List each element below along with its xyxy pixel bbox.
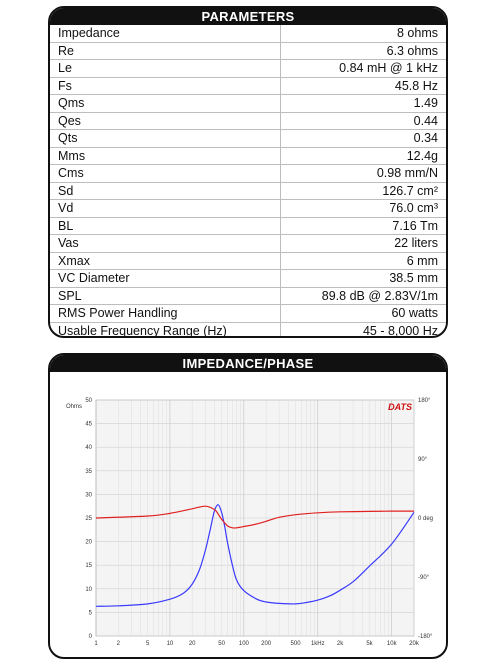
y-tick-label-left: 20 — [85, 540, 92, 546]
impedance-curve — [95, 504, 415, 607]
x-tick-label: 10 — [167, 641, 174, 647]
parameter-value: 0.34 — [280, 129, 446, 148]
parameter-row: Mms 12.4g — [50, 147, 446, 165]
parameter-name: Cms — [50, 164, 282, 183]
parameter-value: 7.16 Tm — [280, 217, 446, 235]
ohms-unit-label: Ohms — [66, 404, 82, 410]
x-tick-label: 2k — [337, 641, 344, 647]
x-tick-label: 20k — [409, 641, 420, 647]
parameter-value: 60 watts — [280, 304, 446, 323]
parameter-row: Vas 22 liters — [50, 234, 446, 253]
parameter-row: VC Diameter 38.5 mm — [50, 269, 446, 288]
x-tick-label: 200 — [261, 641, 272, 647]
parameter-row: Le 0.84 mH @ 1 kHz — [50, 59, 446, 78]
dats-brand-logo: DATS — [388, 402, 412, 412]
parameter-name: Qes — [50, 112, 282, 130]
parameter-name: VC Diameter — [50, 269, 282, 288]
x-tick-label: 100 — [239, 641, 250, 647]
parameter-name: RMS Power Handling — [50, 304, 282, 323]
parameter-row: Usable Frequency Range (Hz) 45 - 8,000 Hz — [50, 322, 446, 338]
parameter-value: 89.8 dB @ 2.83V/1m — [280, 287, 446, 305]
parameter-value: 1.49 — [280, 94, 446, 113]
parameter-name: BL — [50, 217, 282, 235]
parameter-row: Cms 0.98 mm/N — [50, 164, 446, 183]
parameter-name: Qms — [50, 94, 282, 113]
parameter-row: Qms 1.49 — [50, 94, 446, 113]
x-tick-label: 50 — [218, 641, 225, 647]
parameter-row: Re 6.3 ohms — [50, 42, 446, 60]
parameter-value: 45 - 8,000 Hz — [362, 323, 438, 338]
parameter-row: Xmax 6 mm — [50, 252, 446, 270]
x-tick-label: 20 — [189, 641, 196, 647]
parameter-row: BL 7.16 Tm — [50, 217, 446, 235]
parameter-row: Qes 0.44 — [50, 112, 446, 130]
parameter-name: Vd — [50, 199, 282, 218]
y-tick-label-left: 40 — [85, 445, 92, 451]
parameters-title: PARAMETERS — [50, 8, 446, 25]
parameter-name: Vas — [50, 234, 282, 253]
impedance-panel: IMPEDANCE/PHASE 0 5 10 15 20 25 30 35 40 45 50 1 2 5 1… — [48, 353, 448, 659]
parameter-row: Fs 45.8 Hz — [50, 77, 446, 95]
parameter-value: 6 mm — [280, 252, 446, 270]
x-tick-label: 1 — [94, 641, 98, 647]
x-tick-label: 1kHz — [311, 641, 325, 647]
parameter-value: 0.84 mH @ 1 kHz — [280, 59, 446, 78]
parameter-name: Le — [50, 59, 282, 78]
y-tick-label-left: 10 — [85, 587, 92, 593]
parameter-name: Re — [50, 42, 282, 60]
parameter-name: Qts — [50, 129, 282, 148]
x-tick-label: 5k — [366, 641, 373, 647]
parameter-row: Sd 126.7 cm² — [50, 182, 446, 200]
parameter-row: SPL 89.8 dB @ 2.83V/1m — [50, 287, 446, 305]
parameter-row: Qts 0.34 — [50, 129, 446, 148]
parameter-value: 76.0 cm³ — [280, 199, 446, 218]
parameter-name: SPL — [50, 287, 282, 305]
parameter-value: 45.8 Hz — [280, 77, 446, 95]
y-tick-label-right: 90° — [418, 457, 428, 463]
parameter-value: 6.3 ohms — [280, 42, 446, 60]
y-tick-label-right: -180° — [418, 634, 433, 640]
parameter-row: RMS Power Handling 60 watts — [50, 304, 446, 323]
x-tick-label: 10k — [387, 641, 398, 647]
parameter-value: 8 ohms — [280, 25, 446, 43]
parameter-name: Impedance — [50, 25, 282, 43]
parameter-value: 22 liters — [280, 234, 446, 253]
y-tick-label-left: 50 — [85, 398, 92, 404]
y-tick-label-left: 15 — [85, 563, 92, 569]
parameter-value: 12.4g — [280, 147, 446, 165]
x-tick-label: 2 — [117, 641, 121, 647]
parameter-name: Sd — [50, 182, 282, 200]
y-tick-label-left: 5 — [89, 610, 93, 616]
parameter-name: Usable Frequency Range (Hz) — [50, 322, 282, 336]
parameter-name: Xmax — [50, 252, 282, 270]
x-tick-label: 500 — [291, 641, 302, 647]
parameter-row: Impedance 8 ohms — [50, 25, 446, 43]
y-tick-label-left: 25 — [85, 516, 92, 522]
parameter-row: Vd 76.0 cm³ — [50, 199, 446, 218]
parameter-name: Mms — [50, 147, 282, 165]
parameter-value: 0.44 — [280, 112, 446, 130]
y-tick-label-left: 0 — [89, 634, 93, 640]
phase-curve — [95, 505, 414, 529]
impedance-title: IMPEDANCE/PHASE — [50, 355, 446, 372]
x-tick-label: 5 — [146, 641, 150, 647]
y-tick-label-right: 180° — [418, 398, 431, 404]
y-tick-label-left: 35 — [85, 469, 92, 475]
y-tick-label-right: 0 deg — [418, 516, 433, 522]
parameters-panel: PARAMETERS Impedance 8 ohms Re 6.3 ohms Le 0.… — [48, 6, 448, 338]
parameter-value: 126.7 cm² — [280, 182, 446, 200]
y-tick-label-left: 30 — [85, 492, 92, 498]
y-tick-label-left: 45 — [85, 422, 92, 428]
y-tick-label-right: -90° — [418, 575, 430, 581]
parameter-value: 38.5 mm — [280, 269, 446, 288]
parameters-table: Impedance 8 ohms Re 6.3 ohms Le 0.84 mH @ 1 k… — [50, 25, 446, 338]
parameter-value: 0.98 mm/N — [280, 164, 446, 183]
parameter-name: Fs — [50, 77, 282, 95]
